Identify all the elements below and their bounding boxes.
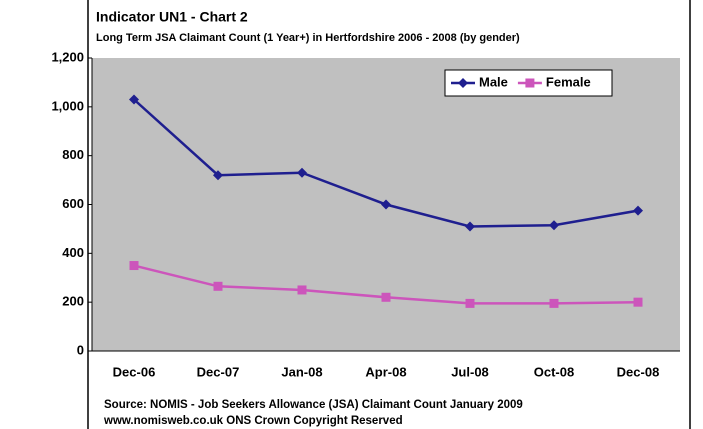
x-tick-label: Jan-08 — [281, 364, 322, 379]
y-tick-label: 600 — [62, 196, 84, 211]
marker — [213, 281, 223, 291]
x-tick-label: Dec-08 — [617, 364, 660, 379]
marker — [129, 261, 139, 271]
x-tick-label: Apr-08 — [365, 364, 406, 379]
marker — [297, 167, 307, 178]
marker — [549, 298, 559, 308]
legend-marker — [525, 78, 535, 88]
source-line: www.nomisweb.co.uk ONS Crown Copyright R… — [103, 415, 403, 427]
marker — [381, 199, 391, 210]
x-tick-label: Jul-08 — [451, 364, 489, 379]
y-tick-label: 800 — [62, 147, 84, 162]
legend-label: Male — [479, 74, 508, 89]
x-tick-label: Dec-06 — [113, 364, 156, 379]
chart-title: Indicator UN1 - Chart 2 — [96, 9, 248, 25]
x-tick-label: Dec-07 — [197, 364, 240, 379]
y-tick-label: 0 — [77, 342, 84, 357]
y-tick-label: 400 — [62, 245, 84, 260]
y-tick-label: 1,200 — [51, 49, 84, 64]
marker — [129, 94, 139, 105]
chart-subtitle: Long Term JSA Claimant Count (1 Year+) i… — [96, 32, 520, 44]
y-tick-label: 1,000 — [51, 98, 84, 113]
y-tick-label: 200 — [62, 294, 84, 309]
legend-label: Female — [546, 74, 591, 89]
marker — [549, 220, 559, 231]
marker — [381, 292, 391, 302]
marker — [297, 285, 307, 295]
marker — [213, 170, 223, 181]
source-line: Source: NOMIS - Job Seekers Allowance (J… — [104, 399, 523, 411]
marker — [465, 221, 475, 232]
x-tick-label: Oct-08 — [534, 364, 574, 379]
legend-marker — [458, 78, 468, 88]
marker — [633, 205, 643, 216]
marker — [633, 297, 643, 307]
marker — [465, 298, 475, 308]
